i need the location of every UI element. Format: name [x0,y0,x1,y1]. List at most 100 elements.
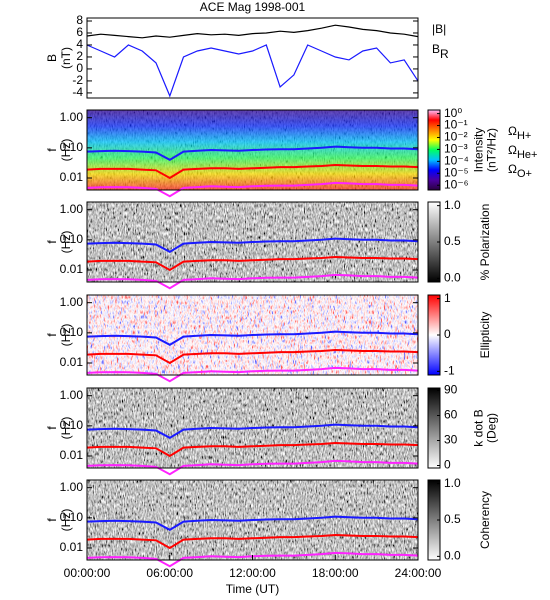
colorbar-tick-label: 10⁻³ [444,142,468,156]
legend-subscript: H+ [517,130,531,142]
y-tick-label: 1.00 [60,388,84,402]
series-line [86,348,419,365]
colorbar-tick-label: 1.0 [444,198,461,212]
y-axis-label: (Hz) [59,139,73,162]
x-tick-label: 18:00:00 [312,566,359,580]
plot-frame [86,17,419,99]
legend-entry: ΩH+ [508,124,531,142]
colorbar-label: Intensity [472,128,486,173]
legend-subscript: R [440,47,449,61]
y-tick-label: 0.01 [60,540,84,554]
y-tick-label: 0.01 [60,262,84,276]
series-line [86,44,419,98]
y-tick-label: 0.01 [60,448,84,462]
y-axis-label: f [45,240,59,244]
legend-subscript: He+ [517,149,538,161]
colorbar-label: % Polarization [478,204,492,281]
y-tick-label: 1.00 [60,110,84,124]
y-tick-label: 1.00 [60,202,84,216]
y-tick-label: -2 [72,73,83,87]
colorbar-label: Ellipticity [478,312,492,359]
plot-frame [86,201,419,283]
y-axis-label: B [45,54,59,62]
colorbar-label: (Deg) [485,413,499,443]
legend-label: Ω [508,124,517,138]
y-axis-label: (Hz) [59,324,73,347]
y-tick-label: -4 [72,85,83,99]
colorbar-tick-label: 90 [444,383,458,397]
colorbar-tick-label: 10⁻² [444,130,468,144]
series-line [86,145,419,161]
colorbar [427,387,441,469]
series-line [86,366,419,383]
y-tick-label: 1.00 [60,295,84,309]
x-tick-label: 24:00:00 [395,566,442,580]
plot-frame [86,387,419,469]
colorbar-tick-label: 10⁻¹ [444,118,468,132]
legend-entry: |B| [432,22,446,36]
legend-entry: BR [432,42,449,61]
legend-label: |B| [432,22,446,36]
colorbar-tick-label: 1 [444,291,451,305]
y-axis-label: (Hz) [59,509,73,532]
y-axis-label: (nT) [59,47,73,69]
y-tick-label: 4 [76,37,83,51]
y-tick-label: 6 [76,25,83,39]
colorbar-tick-label: 10⁰ [444,106,462,120]
colorbar-tick-label: 1.0 [444,476,461,490]
series-line [86,459,419,476]
colorbar-tick-label: 0.0 [444,271,461,285]
y-axis-label: f [45,333,59,337]
chart-title: ACE Mag 1998-001 [200,0,306,14]
y-axis-label: f [45,148,59,152]
series-line [86,24,419,39]
legend-label: Ω [508,143,517,157]
y-tick-label: 2 [76,49,83,63]
y-tick-label: 0.10 [60,140,84,154]
colorbar-tick-label: 10⁻⁶ [444,177,469,191]
y-axis-label: (Hz) [59,231,73,254]
colorbar-tick-label: 10⁻⁴ [444,154,469,168]
y-tick-label: 1.00 [60,480,84,494]
series-line [86,255,419,272]
colorbar-tick-label: 0.5 [444,512,461,526]
y-axis-label: (Hz) [59,417,73,440]
legend-subscript: O+ [517,168,532,180]
y-tick-label: 0.10 [60,232,84,246]
y-tick-label: 0.10 [60,418,84,432]
x-tick-label: 06:00:00 [146,566,193,580]
y-tick-label: 0.01 [60,170,84,184]
colorbar-tick-label: 0.0 [444,549,461,563]
series-line [86,163,419,180]
legend-label: Ω [508,162,517,176]
y-axis-label: f [45,518,59,522]
x-axis-label: Time (UT) [226,582,280,596]
y-tick-label: 0.10 [60,325,84,339]
y-tick-label: 0.10 [60,510,84,524]
x-tick-label: 12:00:00 [229,566,276,580]
legend-entry: ΩO+ [508,162,532,180]
colorbar-tick-label: 30 [444,433,458,447]
x-tick-label: 00:00:00 [64,566,111,580]
series-line [86,330,419,346]
colorbar-tick-label: 10⁻⁵ [444,165,469,179]
colorbar-tick-label: 0 [444,327,451,341]
series-line [86,423,419,439]
plot-frame [86,294,419,376]
series-line [86,181,419,198]
colorbar-tick-label: 60 [444,408,458,422]
legend-label: B [432,42,440,56]
colorbar-label: (nT²/Hz) [485,128,499,172]
colorbar-tick-label: 0.5 [444,234,461,248]
y-tick-label: 0 [76,61,83,75]
y-tick-label: 0.01 [60,355,84,369]
series-line [86,515,419,531]
colorbar-label: Coherency [478,491,492,549]
colorbar-tick-label: 0 [444,458,451,472]
series-line [86,441,419,458]
series-line [86,533,419,550]
colorbar-label: k dot B [472,409,486,446]
legend-entry: ΩHe+ [508,143,537,161]
series-line [86,237,419,253]
